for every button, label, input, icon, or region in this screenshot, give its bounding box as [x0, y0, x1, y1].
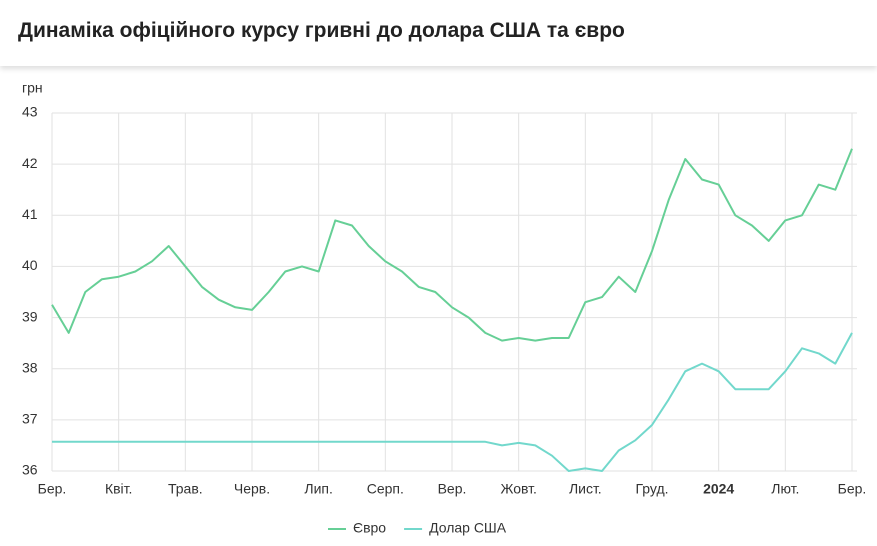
- x-tick-label: Бер.: [838, 481, 867, 497]
- x-tick-label: Трав.: [168, 481, 203, 497]
- x-tick-label: Черв.: [234, 481, 270, 497]
- y-tick-label: 41: [22, 206, 38, 222]
- y-tick-label: 38: [22, 359, 38, 375]
- x-tick-label: Лип.: [304, 481, 332, 497]
- y-tick-label: 40: [22, 257, 38, 273]
- y-axis-label: грн: [22, 80, 43, 96]
- y-tick-label: 42: [22, 155, 38, 171]
- x-tick-label: Лют.: [771, 481, 799, 497]
- y-tick-label: 43: [22, 104, 38, 120]
- y-tick-label: 36: [22, 462, 38, 478]
- legend-label: Євро: [353, 520, 386, 536]
- x-tick-label: 2024: [703, 481, 734, 497]
- x-tick-label: Квіт.: [105, 481, 132, 497]
- header: Динаміка офіційного курсу гривні до дола…: [0, 0, 877, 66]
- y-tick-label: 39: [22, 308, 38, 324]
- x-tick-label: Серп.: [367, 481, 404, 497]
- x-tick-label: Вер.: [438, 481, 467, 497]
- legend-label: Долар США: [429, 520, 507, 536]
- x-tick-label: Бер.: [38, 481, 67, 497]
- x-tick-label: Жовт.: [500, 481, 536, 497]
- series-line: [52, 332, 853, 472]
- chart-title: Динаміка офіційного курсу гривні до дола…: [18, 19, 625, 42]
- series-line: [51, 148, 853, 342]
- x-tick-label: Лист.: [569, 481, 602, 497]
- x-tick-label: Груд.: [635, 481, 668, 497]
- y-tick-label: 37: [22, 411, 38, 427]
